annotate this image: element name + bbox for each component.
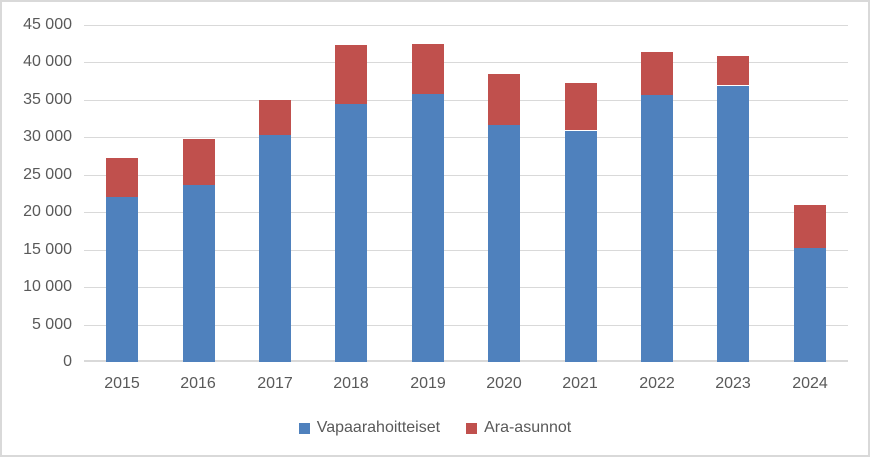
bar-segment-vapaarahoitteiset-2018 <box>335 104 367 362</box>
y-axis-label-25000: 25 000 <box>23 166 72 183</box>
gridline-10000 <box>84 287 848 288</box>
bar-segment-vapaarahoitteiset-2020 <box>488 125 520 362</box>
x-axis-label-2015: 2015 <box>104 375 140 392</box>
bar-segment-vapaarahoitteiset-2017 <box>259 135 291 362</box>
y-axis-label-40000: 40 000 <box>23 53 72 70</box>
legend-swatch-vapaarahoitteiset <box>298 422 310 434</box>
bar-segment-ara-asunnot-2016 <box>183 139 215 185</box>
bar-segment-vapaarahoitteiset-2015 <box>106 196 138 362</box>
x-axis-line <box>84 360 848 362</box>
x-axis-label-2020: 2020 <box>486 375 522 392</box>
x-axis-label-2016: 2016 <box>180 375 216 392</box>
x-axis-label-2019: 2019 <box>410 375 446 392</box>
y-axis-label-15000: 15 000 <box>23 241 72 258</box>
legend-item-ara-asunnot: Ara-asunnot <box>466 419 571 437</box>
x-axis-label-2021: 2021 <box>562 375 598 392</box>
bar-segment-vapaarahoitteiset-2023 <box>717 86 749 362</box>
bar-segment-ara-asunnot-2020 <box>488 74 520 125</box>
gridline-45000 <box>84 25 848 26</box>
legend-item-vapaarahoitteiset: Vapaarahoitteiset <box>298 419 441 437</box>
gridline-20000 <box>84 212 848 213</box>
y-axis-label-20000: 20 000 <box>23 203 72 220</box>
bar-segment-ara-asunnot-2019 <box>412 44 444 94</box>
gridline-35000 <box>84 100 848 101</box>
x-axis-label-2017: 2017 <box>257 375 293 392</box>
bar-segment-ara-asunnot-2018 <box>335 45 367 104</box>
bar-segment-ara-asunnot-2017 <box>259 100 291 135</box>
bar-segment-vapaarahoitteiset-2021 <box>565 131 597 362</box>
gridline-30000 <box>84 137 848 138</box>
legend-swatch-ara-asunnot <box>466 422 478 434</box>
legend-label-vapaarahoitteiset: Vapaarahoitteiset <box>316 419 441 436</box>
bar-segment-ara-asunnot-2024 <box>794 205 826 248</box>
legend-label-ara-asunnot: Ara-asunnot <box>484 419 572 436</box>
y-axis-label-5000: 5 000 <box>31 316 72 333</box>
gridline-5000 <box>84 325 848 326</box>
bar-segment-vapaarahoitteiset-2016 <box>183 185 215 362</box>
bar-segment-ara-asunnot-2015 <box>106 158 138 197</box>
y-axis-label-10000: 10 000 <box>23 278 72 295</box>
x-axis-label-2024: 2024 <box>792 375 828 392</box>
gridline-40000 <box>84 62 848 63</box>
x-axis-label-2023: 2023 <box>715 375 751 392</box>
bar-segment-vapaarahoitteiset-2022 <box>641 95 673 362</box>
bar-segment-ara-asunnot-2022 <box>641 52 673 95</box>
bar-segment-ara-asunnot-2021 <box>565 83 597 130</box>
bar-segment-vapaarahoitteiset-2019 <box>412 94 444 362</box>
y-axis-label-0: 0 <box>63 353 72 370</box>
y-axis-label-30000: 30 000 <box>23 128 72 145</box>
x-axis-label-2022: 2022 <box>639 375 675 392</box>
gridline-15000 <box>84 250 848 251</box>
bar-segment-vapaarahoitteiset-2024 <box>794 248 826 362</box>
gridline-25000 <box>84 175 848 176</box>
bar-segment-ara-asunnot-2023 <box>717 56 749 85</box>
x-axis-label-2018: 2018 <box>333 375 369 392</box>
legend: Vapaarahoitteiset Ara-asunnot <box>2 416 868 440</box>
y-axis-label-45000: 45 000 <box>23 16 72 33</box>
y-axis-label-35000: 35 000 <box>23 91 72 108</box>
